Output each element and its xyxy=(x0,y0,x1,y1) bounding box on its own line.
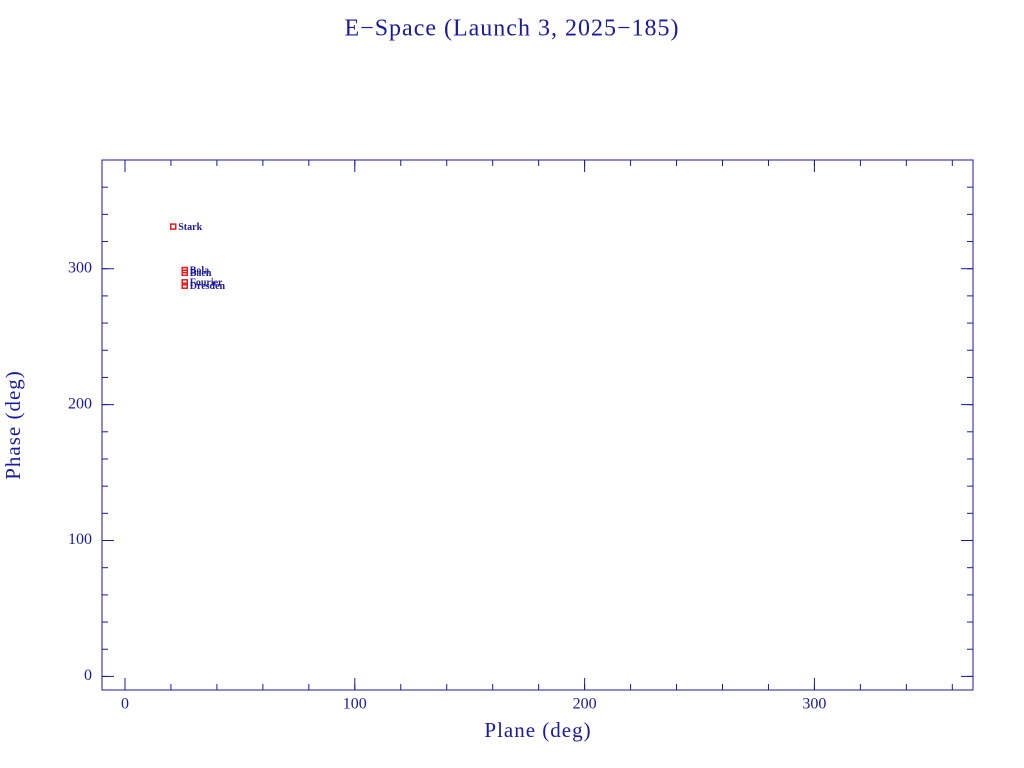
point-label: Baen xyxy=(190,268,212,279)
point xyxy=(181,279,188,286)
x-tick-label: 100 xyxy=(343,696,367,713)
y-tick-label: 0 xyxy=(84,667,92,684)
plot-frame xyxy=(101,159,974,691)
chart-title: E−Space (Launch 3, 2025−185) xyxy=(345,16,680,42)
point-label: Fourier xyxy=(190,278,223,289)
point-label: Dresden xyxy=(190,281,226,292)
point-label: Stark xyxy=(178,222,202,233)
point xyxy=(181,282,188,289)
x-tick-label: 300 xyxy=(802,696,826,713)
y-tick-label: 100 xyxy=(68,531,92,548)
x-tick-label: 0 xyxy=(121,696,129,713)
y-tick-label: 300 xyxy=(68,259,92,276)
y-axis-label: Phase (deg) xyxy=(1,370,25,480)
y-tick-label: 200 xyxy=(68,395,92,412)
point xyxy=(181,269,188,277)
x-tick-label: 200 xyxy=(573,696,597,713)
point xyxy=(169,223,177,230)
point-label: Bola xyxy=(190,265,209,276)
x-axis-label: Plane (deg) xyxy=(484,718,591,742)
